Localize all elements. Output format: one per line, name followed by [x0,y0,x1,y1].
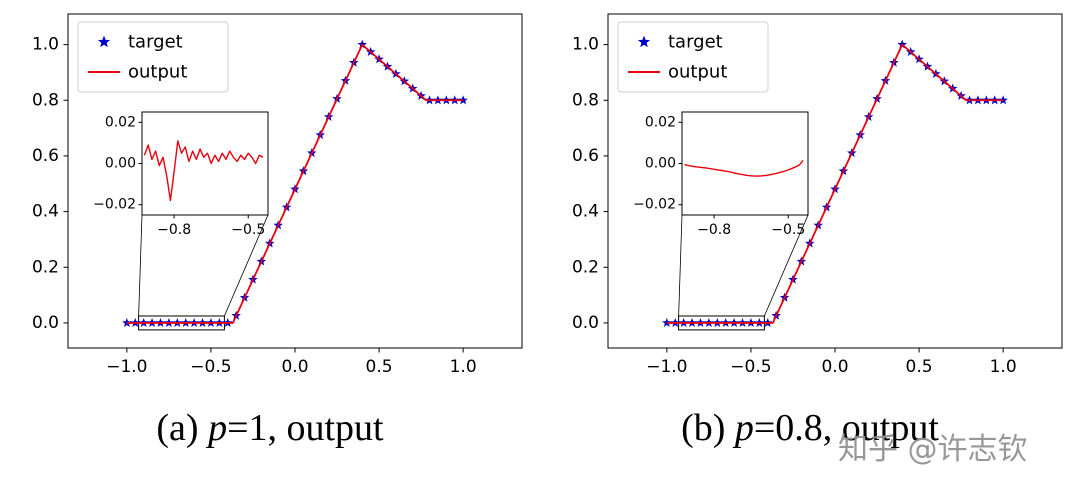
svg-text:−0.8: −0.8 [157,222,191,238]
svg-text:−0.5: −0.5 [190,357,231,377]
caption-b-index: (b) [681,407,735,449]
svg-text:0.8: 0.8 [32,90,59,110]
svg-text:0.4: 0.4 [32,202,59,222]
svg-text:−1.0: −1.0 [106,357,147,377]
y-axis-ticks: 0.0 0.2 0.4 0.6 0.8 1.0 [572,35,608,333]
svg-text:0.0: 0.0 [821,357,848,377]
caption-a-variable: p [208,407,228,449]
chart-svg: −1.0 −0.5 0.0 0.5 1.00.00.20.40.60.81.0−0.8−… [572,13,1063,377]
caption-a-rest: =1, output [227,407,384,449]
legend-output-label: output [668,62,727,83]
svg-text:0.00: 0.00 [105,156,136,172]
chart-svg: −1.0 −0.5 0.0 0.5 1.00.00.20.40.60.81.0−0.8−… [32,13,523,377]
svg-text:0.2: 0.2 [572,257,599,277]
chart-a: −1.0 −0.5 0.0 0.5 1.0 0.0 0.2 0.4 0.6 0.8 1.0 −0.8−… [0,0,540,392]
inset-output-line [143,140,264,202]
svg-text:0.0: 0.0 [572,313,599,333]
chart-b: −1.0 −0.5 0.0 0.5 1.0 0.0 0.2 0.4 0.6 0.8 1.0 −0.8−… [540,0,1080,392]
svg-text:−0.02: −0.02 [633,197,676,213]
legend: target output [617,21,769,93]
svg-text:1.0: 1.0 [572,35,599,55]
svg-text:0.6: 0.6 [32,146,59,166]
svg-text:0.4: 0.4 [572,202,599,222]
svg-text:−0.5: −0.5 [231,222,265,238]
output-line [126,43,464,324]
panel-a: −1.0 −0.5 0.0 0.5 1.0 0.0 0.2 0.4 0.6 0.8 1.0 −0.8−… [0,0,540,450]
panel-b: −1.0 −0.5 0.0 0.5 1.0 0.0 0.2 0.4 0.6 0.8 1.0 −0.8−… [540,0,1080,450]
inset-plot: −0.8 −0.5 −0.02 0.00 0.02 [633,111,809,238]
svg-text:−0.5: −0.5 [730,357,771,377]
legend-target-label: target [668,32,723,53]
figure-row: −1.0 −0.5 0.0 0.5 1.0 0.0 0.2 0.4 0.6 0.8 1.0 −0.8−… [0,0,1080,450]
svg-text:0.00: 0.00 [645,156,676,172]
svg-text:0.02: 0.02 [645,114,676,130]
svg-text:−0.8: −0.8 [697,222,731,238]
svg-text:0.0: 0.0 [281,357,308,377]
output-line [666,43,1004,324]
x-axis-ticks: −1.0 −0.5 0.0 0.5 1.0 [646,348,1017,377]
caption-a: (a) p=1, output [156,406,383,450]
svg-text:−1.0: −1.0 [646,357,687,377]
inset-plot: −0.8 −0.5 −0.02 0.00 0.02 [93,111,269,238]
svg-text:−0.02: −0.02 [93,197,136,213]
svg-text:0.5: 0.5 [906,357,933,377]
svg-text:−0.5: −0.5 [771,222,805,238]
svg-text:0.5: 0.5 [366,357,393,377]
svg-text:0.6: 0.6 [572,146,599,166]
watermark: 知乎 @许志钦 [838,432,1028,467]
legend-target-marker [637,35,651,48]
svg-text:0.2: 0.2 [32,257,59,277]
caption-b: (b) p=0.8, output [681,406,939,450]
inset-output-line [684,159,804,177]
caption-b-rest: =0.8, output [753,407,939,449]
legend: target output [77,21,229,93]
svg-text:0.02: 0.02 [105,114,136,130]
legend-output-label: output [128,62,187,83]
svg-text:1.0: 1.0 [990,357,1017,377]
y-axis-ticks: 0.0 0.2 0.4 0.6 0.8 1.0 [32,35,68,333]
svg-text:1.0: 1.0 [450,357,477,377]
svg-text:1.0: 1.0 [32,35,59,55]
legend-target-label: target [128,32,183,53]
x-axis-ticks: −1.0 −0.5 0.0 0.5 1.0 [106,348,477,377]
legend-target-marker [97,35,111,48]
svg-text:0.8: 0.8 [572,90,599,110]
svg-text:0.0: 0.0 [32,313,59,333]
caption-b-variable: p [734,407,754,449]
caption-a-index: (a) [156,407,209,449]
